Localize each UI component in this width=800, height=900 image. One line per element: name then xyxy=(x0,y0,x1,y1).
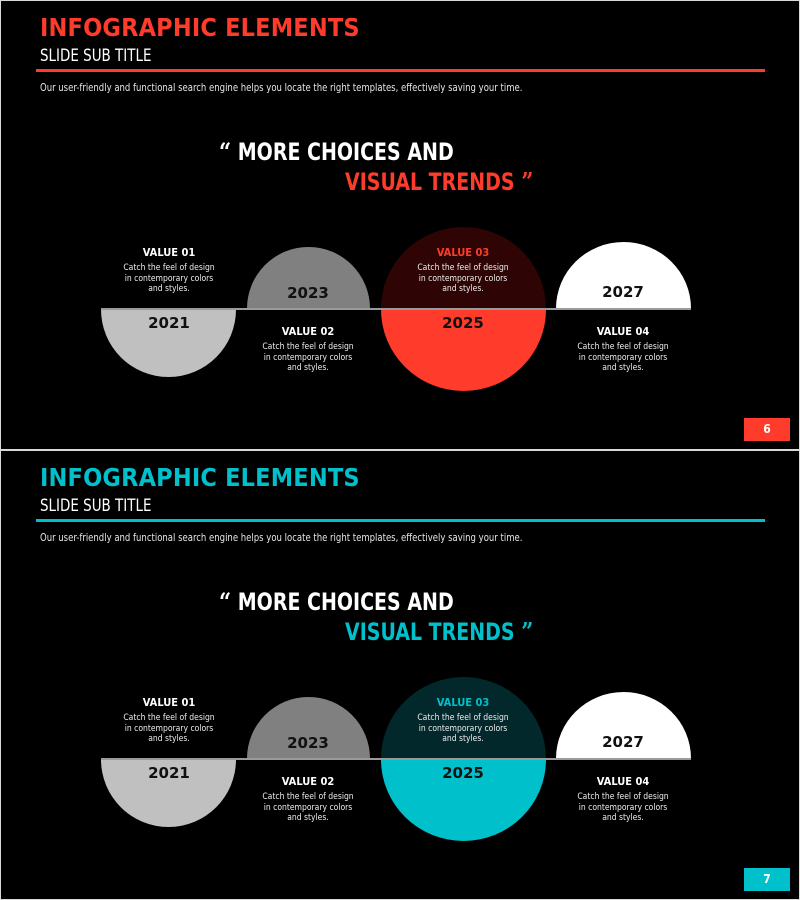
year-label: 2027 xyxy=(563,733,683,751)
timeline-line xyxy=(101,308,691,310)
open-quote-icon: “ xyxy=(219,587,231,616)
value-description-line: and styles. xyxy=(398,284,528,295)
quote-text-1: MORE CHOICES AND xyxy=(238,138,454,166)
value-description-line: Catch the feel of design xyxy=(104,263,234,274)
value-title: VALUE 01 xyxy=(104,696,234,709)
title-divider xyxy=(36,69,765,72)
value-description-line: Catch the feel of design xyxy=(398,713,528,724)
year-label: 2021 xyxy=(109,764,229,782)
quote-line-2: VISUAL TRENDS ” xyxy=(345,617,533,646)
value-description-line: in contemporary colors xyxy=(104,724,234,735)
slide-2[interactable]: INFOGRAPHIC ELEMENTS SLIDE SUB TITLE Our… xyxy=(1,451,799,899)
slide-description: Our user-friendly and functional search … xyxy=(40,81,522,94)
quote-line-1: “ MORE CHOICES AND xyxy=(219,137,454,166)
value-title: VALUE 02 xyxy=(243,325,373,338)
slide-title: INFOGRAPHIC ELEMENTS xyxy=(40,13,360,42)
value-title: VALUE 02 xyxy=(243,775,373,788)
value-description-line: in contemporary colors xyxy=(398,274,528,285)
value-title: VALUE 03 xyxy=(398,246,528,259)
timeline-line xyxy=(101,758,691,760)
value-title: VALUE 04 xyxy=(558,325,688,338)
slide-description: Our user-friendly and functional search … xyxy=(40,531,522,544)
quote-text-2: VISUAL TRENDS xyxy=(345,168,515,196)
quote-line-2: VISUAL TRENDS ” xyxy=(345,167,533,196)
value-description-line: and styles. xyxy=(243,813,373,824)
value-title: VALUE 04 xyxy=(558,775,688,788)
value-description-line: and styles. xyxy=(558,813,688,824)
title-divider xyxy=(36,519,765,522)
value-description-line: Catch the feel of design xyxy=(243,792,373,803)
year-label: 2023 xyxy=(248,284,368,302)
value-description-line: Catch the feel of design xyxy=(398,263,528,274)
slide-1[interactable]: INFOGRAPHIC ELEMENTS SLIDE SUB TITLE Our… xyxy=(1,1,799,449)
close-quote-icon: ” xyxy=(521,617,533,646)
value-description-line: in contemporary colors xyxy=(558,803,688,814)
slide-subtitle: SLIDE SUB TITLE xyxy=(40,46,151,66)
page-number-badge: 7 xyxy=(744,868,790,891)
year-label: 2027 xyxy=(563,283,683,301)
year-label: 2021 xyxy=(109,314,229,332)
value-description-line: Catch the feel of design xyxy=(243,342,373,353)
close-quote-icon: ” xyxy=(521,167,533,196)
year-label: 2023 xyxy=(248,734,368,752)
value-description-line: Catch the feel of design xyxy=(558,792,688,803)
year-label: 2025 xyxy=(403,764,523,782)
value-description-line: in contemporary colors xyxy=(398,724,528,735)
quote-text-2: VISUAL TRENDS xyxy=(345,618,515,646)
page-number-badge: 6 xyxy=(744,418,790,441)
value-description-line: and styles. xyxy=(104,734,234,745)
value-description-line: and styles. xyxy=(104,284,234,295)
open-quote-icon: “ xyxy=(219,137,231,166)
value-description-line: in contemporary colors xyxy=(243,353,373,364)
value-description-line: Catch the feel of design xyxy=(558,342,688,353)
year-label: 2025 xyxy=(403,314,523,332)
value-description-line: and styles. xyxy=(243,363,373,374)
value-title: VALUE 01 xyxy=(104,246,234,259)
value-description-line: Catch the feel of design xyxy=(104,713,234,724)
slide-subtitle: SLIDE SUB TITLE xyxy=(40,496,151,516)
value-description-line: and styles. xyxy=(398,734,528,745)
value-title: VALUE 03 xyxy=(398,696,528,709)
value-description-line: in contemporary colors xyxy=(243,803,373,814)
quote-text-1: MORE CHOICES AND xyxy=(238,588,454,616)
value-description-line: in contemporary colors xyxy=(558,353,688,364)
quote-line-1: “ MORE CHOICES AND xyxy=(219,587,454,616)
value-description-line: in contemporary colors xyxy=(104,274,234,285)
slide-title: INFOGRAPHIC ELEMENTS xyxy=(40,463,360,492)
value-description-line: and styles. xyxy=(558,363,688,374)
